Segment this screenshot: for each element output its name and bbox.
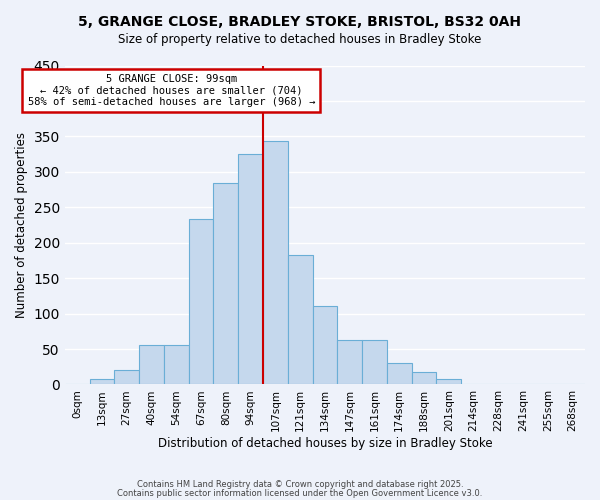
Bar bbox=[288, 254, 313, 384]
Bar bbox=[188, 218, 214, 384]
Bar bbox=[337, 340, 362, 384]
Bar bbox=[263, 140, 288, 384]
Bar bbox=[238, 154, 263, 384]
Y-axis label: Number of detached properties: Number of detached properties bbox=[15, 132, 28, 318]
Bar bbox=[139, 345, 164, 385]
Bar bbox=[164, 345, 188, 385]
Bar bbox=[387, 363, 412, 384]
Text: 5 GRANGE CLOSE: 99sqm
← 42% of detached houses are smaller (704)
58% of semi-det: 5 GRANGE CLOSE: 99sqm ← 42% of detached … bbox=[28, 74, 315, 107]
Bar bbox=[362, 340, 387, 384]
Text: Contains HM Land Registry data © Crown copyright and database right 2025.: Contains HM Land Registry data © Crown c… bbox=[137, 480, 463, 489]
X-axis label: Distribution of detached houses by size in Bradley Stoke: Distribution of detached houses by size … bbox=[158, 437, 492, 450]
Bar bbox=[115, 370, 139, 384]
Text: Contains public sector information licensed under the Open Government Licence v3: Contains public sector information licen… bbox=[118, 488, 482, 498]
Bar bbox=[214, 183, 238, 384]
Text: 5, GRANGE CLOSE, BRADLEY STOKE, BRISTOL, BS32 0AH: 5, GRANGE CLOSE, BRADLEY STOKE, BRISTOL,… bbox=[79, 15, 521, 29]
Bar bbox=[436, 379, 461, 384]
Bar bbox=[313, 306, 337, 384]
Text: Size of property relative to detached houses in Bradley Stoke: Size of property relative to detached ho… bbox=[118, 32, 482, 46]
Bar bbox=[89, 380, 115, 384]
Bar bbox=[412, 372, 436, 384]
